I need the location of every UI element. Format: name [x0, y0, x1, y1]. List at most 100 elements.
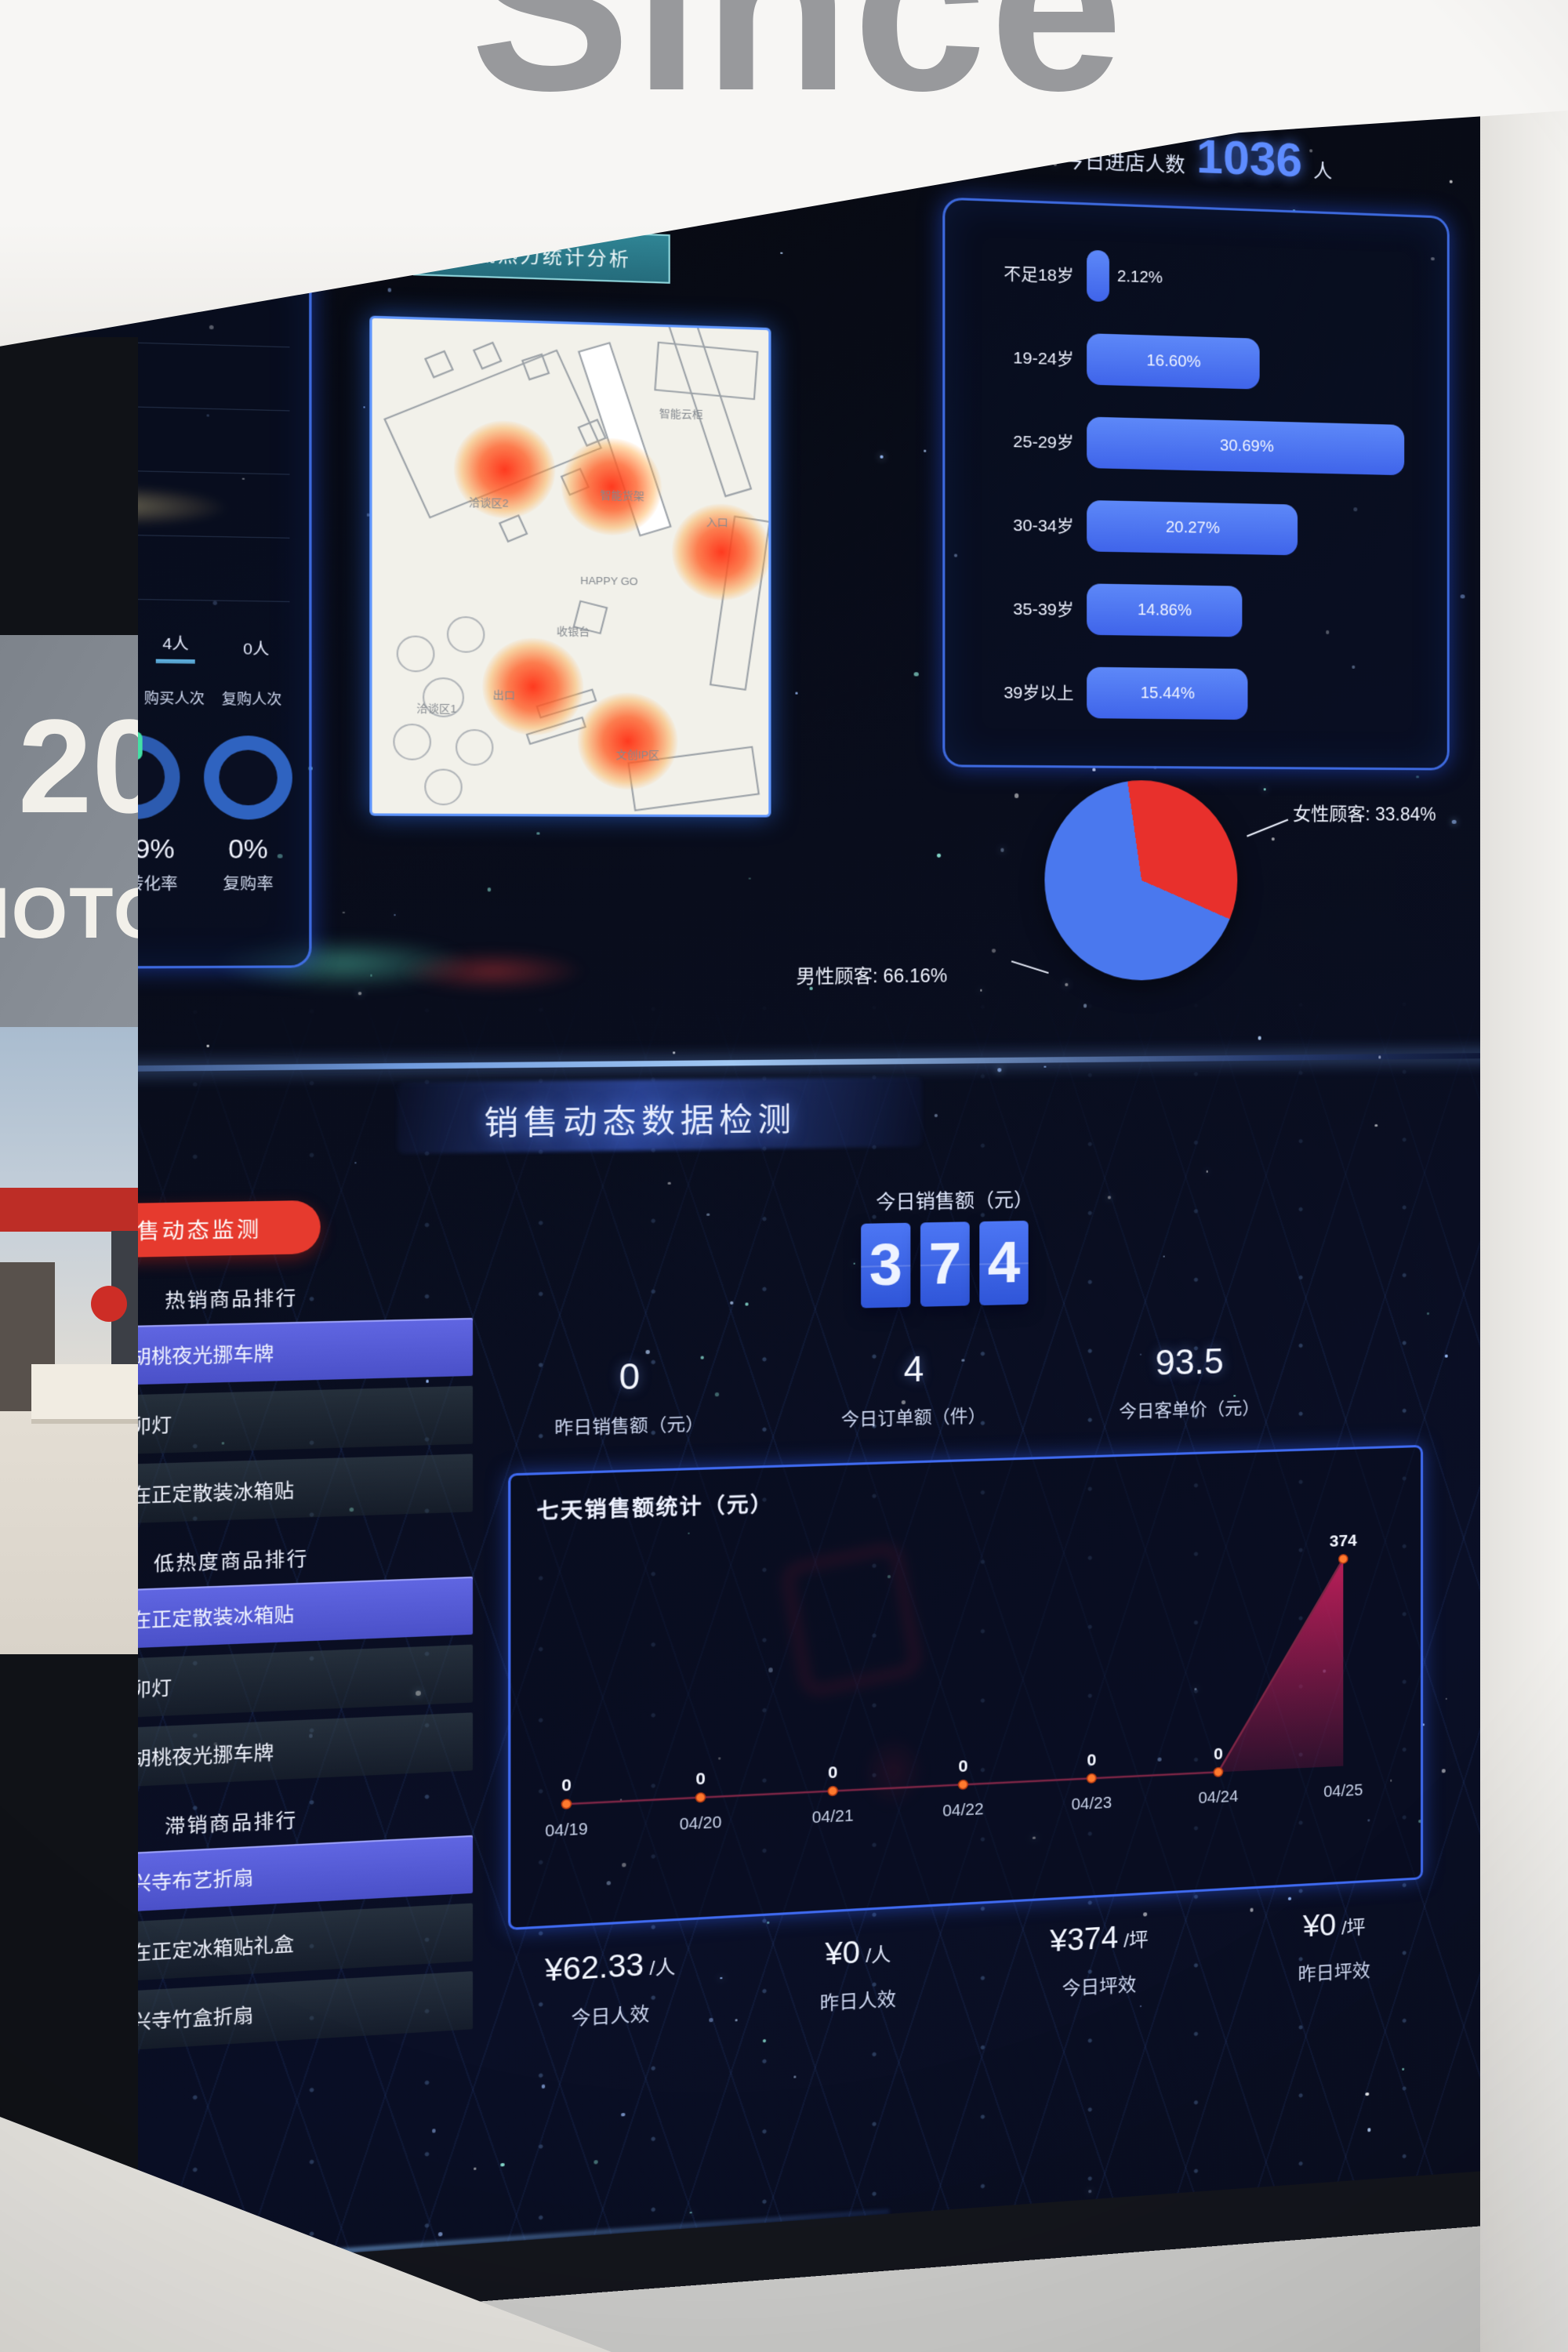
point-value-label: 0 [828, 1762, 837, 1783]
age-bar: 20.27% [1087, 500, 1298, 555]
floor-plan-shape [447, 616, 485, 653]
star-dot [749, 877, 750, 879]
x-axis-date-label: 04/25 [1323, 1781, 1363, 1801]
donut-复购率: 0% 复购率 [196, 735, 300, 895]
age-label: 39岁以上 [970, 679, 1074, 704]
age-row-不足18岁: 不足18岁 2.12% [970, 230, 1424, 328]
point-value-label: 0 [561, 1775, 572, 1795]
stat-今日客单价（元）: 93.5 今日客单价（元） [1053, 1340, 1324, 1425]
side-year-text: 20 [18, 690, 138, 844]
floor-heatmap: 智能云柜 洽谈区2 智能货架 入口 HAPPY GO 收银台 出口 洽谈区1 文创IP区 [369, 316, 771, 818]
point-value-label: 0 [695, 1769, 706, 1789]
x-axis-date-label: 04/19 [545, 1820, 588, 1840]
point-value-label: 0 [1214, 1744, 1223, 1763]
bar-value-label: 0人 [243, 637, 269, 659]
floor-plan-label: 智能云柜 [659, 405, 703, 421]
efficiency-stat-今日人效: ¥62.33 /人 今日人效 [484, 1943, 735, 2036]
store-counter [31, 1364, 138, 1419]
flow-bar-购买人次: 4人 [147, 631, 205, 664]
age-value-label: 2.12% [1117, 267, 1163, 287]
female-share-label: 女性顾客: 33.84% [1293, 799, 1436, 826]
floor-plan-label: 出口 [493, 686, 516, 702]
data-point [1087, 1773, 1096, 1783]
floor-plan-label: 收银台 [557, 622, 590, 639]
age-label: 30-34岁 [970, 511, 1074, 537]
data-point [1214, 1767, 1222, 1777]
flip-digit: 4 [979, 1221, 1028, 1305]
star-dot [1450, 180, 1453, 183]
data-point [696, 1793, 706, 1802]
star-dot [387, 288, 391, 292]
data-point [959, 1780, 967, 1789]
x-axis-date-label: 04/24 [1198, 1788, 1238, 1807]
x-axis-date-label: 04/20 [680, 1813, 722, 1834]
floor-plan-shape [393, 724, 431, 760]
star-dot [1272, 837, 1275, 840]
store-red-banner [0, 1188, 138, 1232]
efficiency-unit: /人 [644, 1956, 675, 1980]
gender-pie [1044, 780, 1237, 981]
efficiency-unit: /坪 [1336, 1917, 1365, 1940]
point-value-label: 0 [958, 1756, 967, 1776]
star-dot [343, 911, 345, 913]
bar-value-label: 4人 [162, 631, 189, 654]
video-wall-tilt: 智慧识别客流量统计 今日进店人数 1036 人 2,159人1,024人4人0人… [0, 30, 1496, 2285]
donut-label: 复购率 [223, 872, 273, 895]
floor-plan-shape [397, 635, 435, 672]
age-label: 35-39岁 [970, 595, 1074, 621]
star-dot [394, 914, 396, 916]
stat-value: 0 [484, 1353, 772, 1402]
section2-title: 销售动态数据检测 [484, 1093, 796, 1145]
flip-digit: 7 [920, 1221, 970, 1307]
x-axis-date-label: 04/23 [1072, 1794, 1112, 1813]
age-row-25-29岁: 25-29岁 30.69% [970, 397, 1424, 492]
star-dot [1092, 768, 1095, 771]
age-bar: 2.12% [1087, 250, 1109, 302]
data-point [562, 1799, 572, 1809]
age-bar: 14.86% [1087, 583, 1242, 637]
efficiency-unit: /坪 [1118, 1929, 1148, 1952]
age-row-39岁以上: 39岁以上 15.44% [970, 649, 1424, 737]
age-bar: 15.44% [1087, 667, 1248, 720]
age-row-35-39岁: 35-39岁 14.86% [970, 565, 1424, 655]
age-bar: 30.69% [1087, 417, 1404, 476]
heat-spot [578, 692, 678, 790]
star-dot [363, 406, 365, 408]
star-dot [780, 252, 782, 255]
seven-day-area-chart: 0 04/19 0 04/20 0 04/21 0 04/22 0 04/23 0 04/24 374 0… [519, 1503, 1411, 1914]
star-dot [795, 691, 797, 694]
today-visitors-value: 1036 [1196, 129, 1302, 187]
x-axis-date-label: 04/21 [812, 1807, 854, 1828]
age-bar: 16.60% [1087, 333, 1260, 390]
star-dot [1417, 775, 1419, 778]
star-dot [537, 832, 540, 835]
floor-plan-label: 文创IP区 [616, 746, 660, 761]
store-photo [0, 1027, 138, 1654]
today-sales-flip-digits: 374 [861, 1221, 1029, 1308]
floor-plan-shape [499, 514, 528, 543]
star-dot [1264, 789, 1266, 791]
x-tick-label: 购买人次 [136, 686, 212, 708]
floor-plan-shape [654, 342, 758, 401]
stat-今日订单额（件）: 4 今日订单额（件） [773, 1346, 1053, 1433]
donut-ring [204, 735, 292, 820]
floor-plan-label: HAPPY GO [580, 574, 637, 587]
floor-plan-shape [456, 729, 493, 766]
bar [156, 659, 195, 664]
gender-pie-chart [1044, 780, 1237, 981]
flow-bar-复购人次: 0人 [228, 637, 285, 665]
floor-plan-label: 智能货架 [600, 487, 644, 503]
floor-plan-shape [424, 350, 454, 379]
floor-plan-label: 洽谈区2 [469, 493, 509, 510]
efficiency-stat-今日坪效: ¥374 /坪 今日坪效 [979, 1915, 1218, 2005]
side-screen-column: 20 MOTO世 [0, 337, 138, 2352]
flip-digit: 3 [861, 1223, 910, 1308]
floor-plan-shape [424, 768, 463, 805]
star-dot [1014, 793, 1018, 797]
point-value-label: 0 [1087, 1750, 1096, 1769]
point-value-label: 374 [1330, 1530, 1357, 1551]
star-dot [1452, 820, 1456, 824]
donut-value: 0% [228, 835, 268, 866]
data-point [828, 1786, 837, 1795]
stat-value: 4 [773, 1346, 1053, 1394]
